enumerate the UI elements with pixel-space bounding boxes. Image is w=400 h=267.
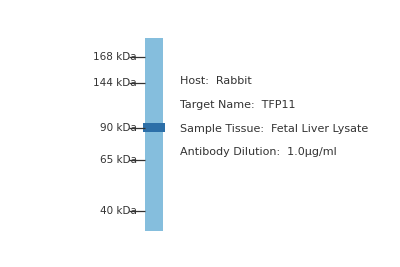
Text: 65 kDa: 65 kDa — [100, 155, 137, 164]
Text: Sample Tissue:  Fetal Liver Lysate: Sample Tissue: Fetal Liver Lysate — [180, 124, 368, 134]
Bar — [144, 38, 163, 231]
Bar — [143, 123, 165, 132]
Text: 90 kDa: 90 kDa — [100, 123, 137, 133]
Text: Target Name:  TFP11: Target Name: TFP11 — [180, 100, 296, 110]
Text: 168 kDa: 168 kDa — [93, 52, 137, 62]
Text: 144 kDa: 144 kDa — [93, 78, 137, 88]
Text: 40 kDa: 40 kDa — [100, 206, 137, 216]
Text: Host:  Rabbit: Host: Rabbit — [180, 76, 252, 87]
Text: Antibody Dilution:  1.0µg/ml: Antibody Dilution: 1.0µg/ml — [180, 147, 337, 157]
